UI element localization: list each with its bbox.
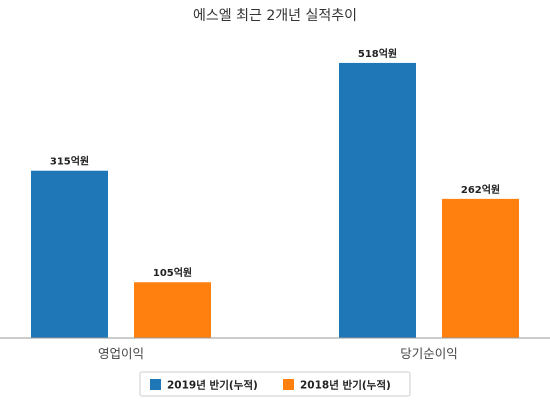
legend-label: 2019년 반기(누적) [167,379,258,392]
legend-box [139,371,411,397]
legend-items: 2019년 반기(누적) 2018년 반기(누적) [150,379,391,392]
category-label: 영업이익 [98,346,144,361]
bar-2019-operating-profit [31,170,108,338]
category-labels: 영업이익 당기순이익 [98,346,458,361]
data-label: 315억원 [50,155,89,168]
legend: 2019년 반기(누적) 2018년 반기(누적) [139,371,411,397]
data-label: 262억원 [461,183,500,196]
data-label: 105억원 [153,266,192,279]
data-label: 518억원 [358,47,397,60]
legend-swatch [150,379,161,390]
category-label: 당기순이익 [400,346,458,361]
bar-2018-operating-profit [134,282,211,338]
bars-layer: 315억원 105억원 518억원 262억원 [31,47,519,339]
chart-title: 에스엘 최근 2개년 실적추이 [193,8,357,24]
legend-swatch [283,379,294,390]
legend-label: 2018년 반기(누적) [300,379,391,392]
bar-2019-net-income [339,62,416,339]
bar-2018-net-income [442,198,519,338]
